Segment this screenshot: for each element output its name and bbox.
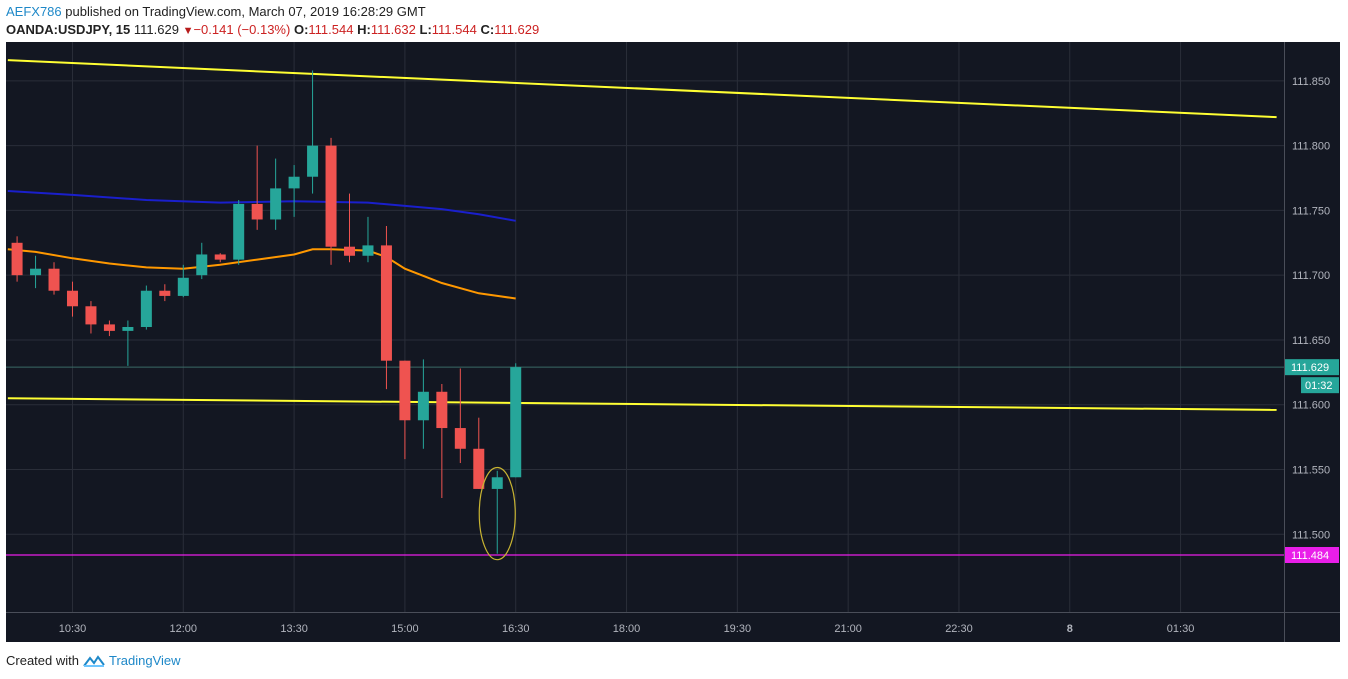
- price-tick-label: 111.550: [1292, 465, 1330, 477]
- candle-up[interactable]: [30, 268, 42, 276]
- time-tick-label: 15:00: [391, 623, 419, 635]
- price-tick-label: 111.850: [1292, 76, 1330, 88]
- high-value: 111.632: [370, 22, 416, 37]
- candle-down[interactable]: [66, 290, 78, 307]
- candle-up[interactable]: [140, 290, 152, 327]
- candle-up[interactable]: [288, 176, 300, 189]
- candle-down[interactable]: [436, 391, 448, 429]
- time-tick-label: 16:30: [502, 623, 530, 635]
- candle-down[interactable]: [214, 254, 226, 260]
- symbol-info: OANDA:USDJPY, 15 111.629 ▼−0.141 (−0.13%…: [6, 22, 539, 37]
- candle-down[interactable]: [11, 242, 23, 276]
- candle-up[interactable]: [307, 145, 319, 177]
- close-value: 111.629: [494, 22, 540, 37]
- candle-up[interactable]: [122, 327, 134, 331]
- candle-down[interactable]: [159, 290, 171, 296]
- support-price-label: 111.484: [1291, 550, 1329, 562]
- footer: Created with TradingView: [6, 653, 181, 668]
- countdown-label: 01:32: [1305, 380, 1333, 392]
- candle-down[interactable]: [454, 428, 466, 449]
- time-tick-label: 22:30: [945, 623, 973, 635]
- candle-down[interactable]: [344, 246, 356, 256]
- candle-down[interactable]: [251, 203, 263, 220]
- open-value: 111.544: [308, 22, 354, 37]
- time-tick-label: 13:30: [280, 623, 308, 635]
- tradingview-brand-link[interactable]: TradingView: [108, 653, 181, 668]
- symbol-label: OANDA:USDJPY, 15: [6, 22, 131, 37]
- time-tick-label: 8: [1067, 623, 1073, 635]
- candle-down[interactable]: [85, 306, 97, 325]
- trendline[interactable]: [7, 397, 1277, 411]
- candle-up[interactable]: [177, 277, 189, 296]
- current-price-label: 111.629: [1291, 362, 1329, 374]
- price-chart[interactable]: 111.850 111.800 111.750 111.700 111.650 111.6…: [6, 42, 1340, 642]
- candle-down[interactable]: [48, 268, 60, 291]
- candle-up[interactable]: [417, 391, 429, 421]
- price-tick-label: 111.500: [1292, 529, 1330, 541]
- candle-up[interactable]: [196, 254, 208, 276]
- candle-up[interactable]: [491, 477, 503, 489]
- price-tick-label: 111.750: [1292, 205, 1330, 217]
- publish-text: published on TradingView.com, March 07, …: [65, 4, 426, 19]
- close-label: C:: [480, 22, 495, 37]
- time-tick-label: 18:00: [613, 623, 641, 635]
- current-price-tag: [1285, 359, 1339, 376]
- candle-down[interactable]: [473, 448, 485, 489]
- open-label: O:: [293, 22, 309, 37]
- down-triangle-icon: ▼: [182, 25, 194, 37]
- time-tick-label: 12:00: [170, 623, 198, 635]
- tradingview-logo-icon: [83, 654, 105, 667]
- time-tick-label: 19:30: [724, 623, 752, 635]
- candle-up[interactable]: [362, 245, 374, 256]
- price-tick-label: 111.600: [1292, 400, 1330, 412]
- last-price: 111.629: [133, 22, 179, 37]
- price-change: −0.141 (−0.13%): [193, 22, 291, 37]
- candle-up[interactable]: [233, 203, 245, 260]
- created-with-text: Created with: [6, 653, 79, 668]
- candle-down[interactable]: [325, 145, 337, 247]
- support-price-tag: [1285, 547, 1339, 563]
- author-link[interactable]: AEFX786: [6, 4, 62, 19]
- price-tick-label: 111.700: [1292, 270, 1330, 282]
- low-label: L:: [419, 22, 432, 37]
- time-tick-label: 10:30: [59, 623, 87, 635]
- highlight-ellipse[interactable]: [478, 466, 516, 561]
- countdown-tag: [1301, 377, 1339, 394]
- chart-background: [6, 42, 1340, 642]
- publish-info: AEFX786 published on TradingView.com, Ma…: [6, 4, 426, 19]
- time-tick-label: 21:00: [834, 623, 862, 635]
- candle-up[interactable]: [270, 188, 282, 220]
- moving-average-fast: [7, 248, 516, 300]
- price-tick-label: 111.800: [1292, 141, 1330, 153]
- candle-down[interactable]: [380, 245, 392, 361]
- time-tick-label: 01:30: [1167, 623, 1195, 635]
- candle-up[interactable]: [510, 367, 522, 478]
- high-label: H:: [357, 22, 371, 37]
- candle-down[interactable]: [103, 324, 115, 331]
- price-tick-label: 111.650: [1292, 335, 1330, 347]
- trendline[interactable]: [7, 59, 1277, 119]
- low-value: 111.544: [431, 22, 477, 37]
- candle-down[interactable]: [399, 360, 411, 421]
